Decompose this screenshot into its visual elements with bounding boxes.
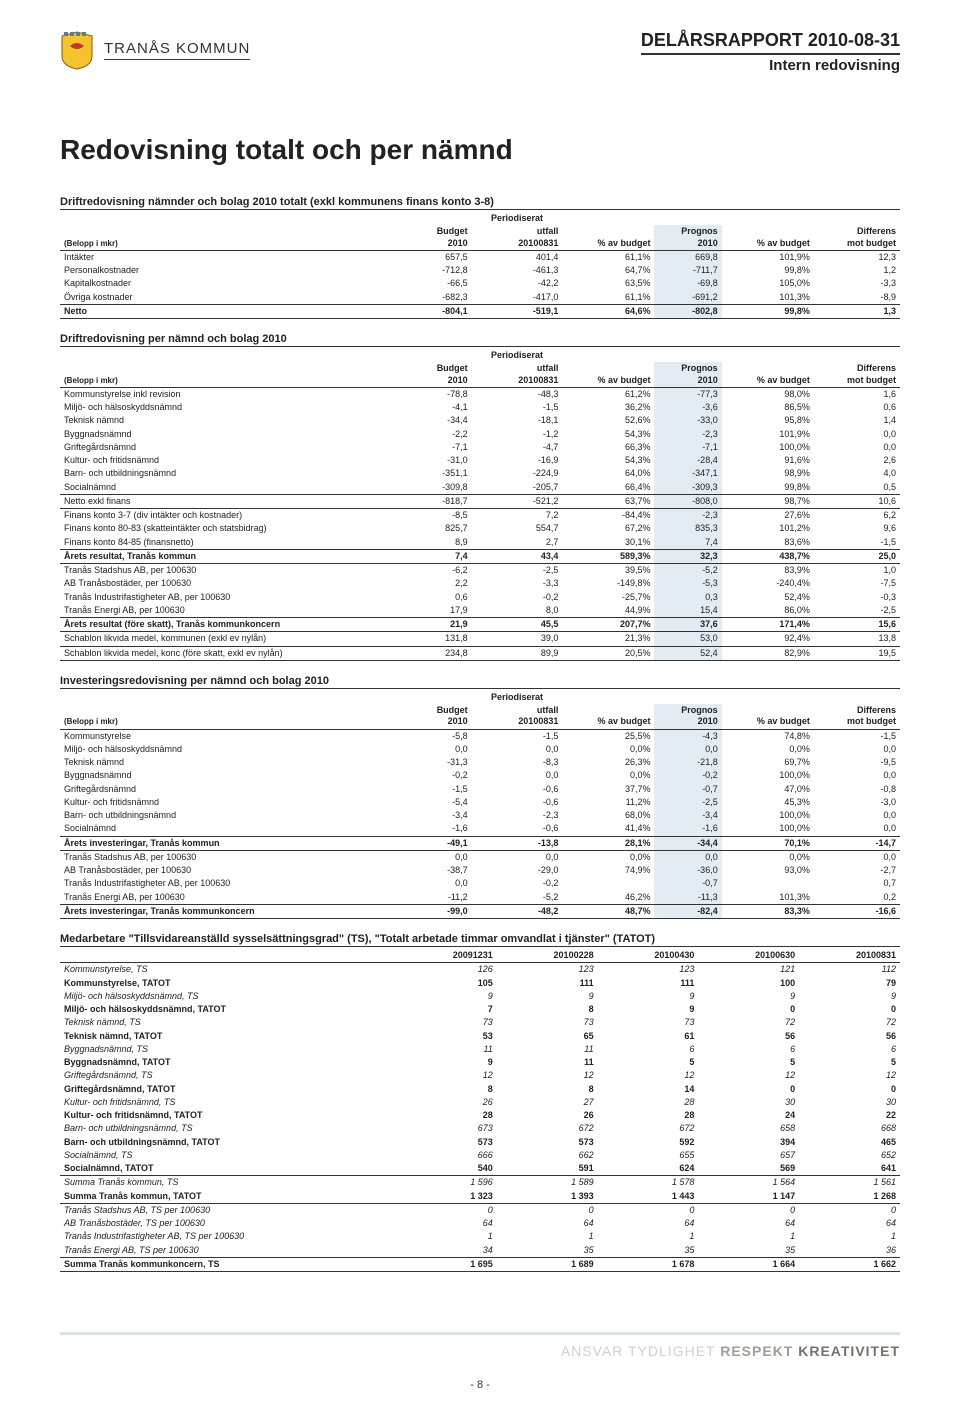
page-header: TRANÅS KOMMUN DELÅRSRAPPORT 2010-08-31 I… [60, 30, 900, 74]
footer-word-1: ANSVAR [561, 1343, 624, 1359]
page-number: - 8 - [60, 1379, 900, 1391]
section-title-4: Medarbetare "Tillsvidareanställd syssels… [60, 933, 900, 947]
header-left: TRANÅS KOMMUN [60, 30, 250, 70]
report-subtitle: Intern redovisning [641, 57, 900, 74]
drift-namnd-table: Periodiserat(Belopp i mkr)Budget2010utfa… [60, 349, 900, 661]
page: TRANÅS KOMMUN DELÅRSRAPPORT 2010-08-31 I… [0, 0, 960, 1411]
footer-word-3: RESPEKT [720, 1343, 793, 1359]
section-title-1: Driftredovisning nämnder och bolag 2010 … [60, 196, 900, 210]
employee-table: 2009123120100228201004302010063020100831… [60, 949, 900, 1272]
crest-icon [60, 30, 94, 70]
kommun-name: TRANÅS KOMMUN [104, 40, 250, 60]
section-title-3: Investeringsredovisning per nämnd och bo… [60, 675, 900, 689]
invest-table: Periodiserat(Belopp i mkr)Budget2010utfa… [60, 691, 900, 919]
drift-total-table: Periodiserat(Belopp i mkr)Budget2010utfa… [60, 212, 900, 319]
footer-word-2: TYDLIGHET [628, 1343, 715, 1359]
page-title: Redovisning totalt och per nämnd [60, 134, 900, 166]
footer-slogan: ANSVAR TYDLIGHET RESPEKT KREATIVITET [60, 1332, 900, 1359]
footer-word-4: KREATIVITET [798, 1343, 900, 1359]
report-title: DELÅRSRAPPORT 2010-08-31 [641, 30, 900, 55]
section-title-2: Driftredovisning per nämnd och bolag 201… [60, 333, 900, 347]
header-right: DELÅRSRAPPORT 2010-08-31 Intern redovisn… [641, 30, 900, 74]
